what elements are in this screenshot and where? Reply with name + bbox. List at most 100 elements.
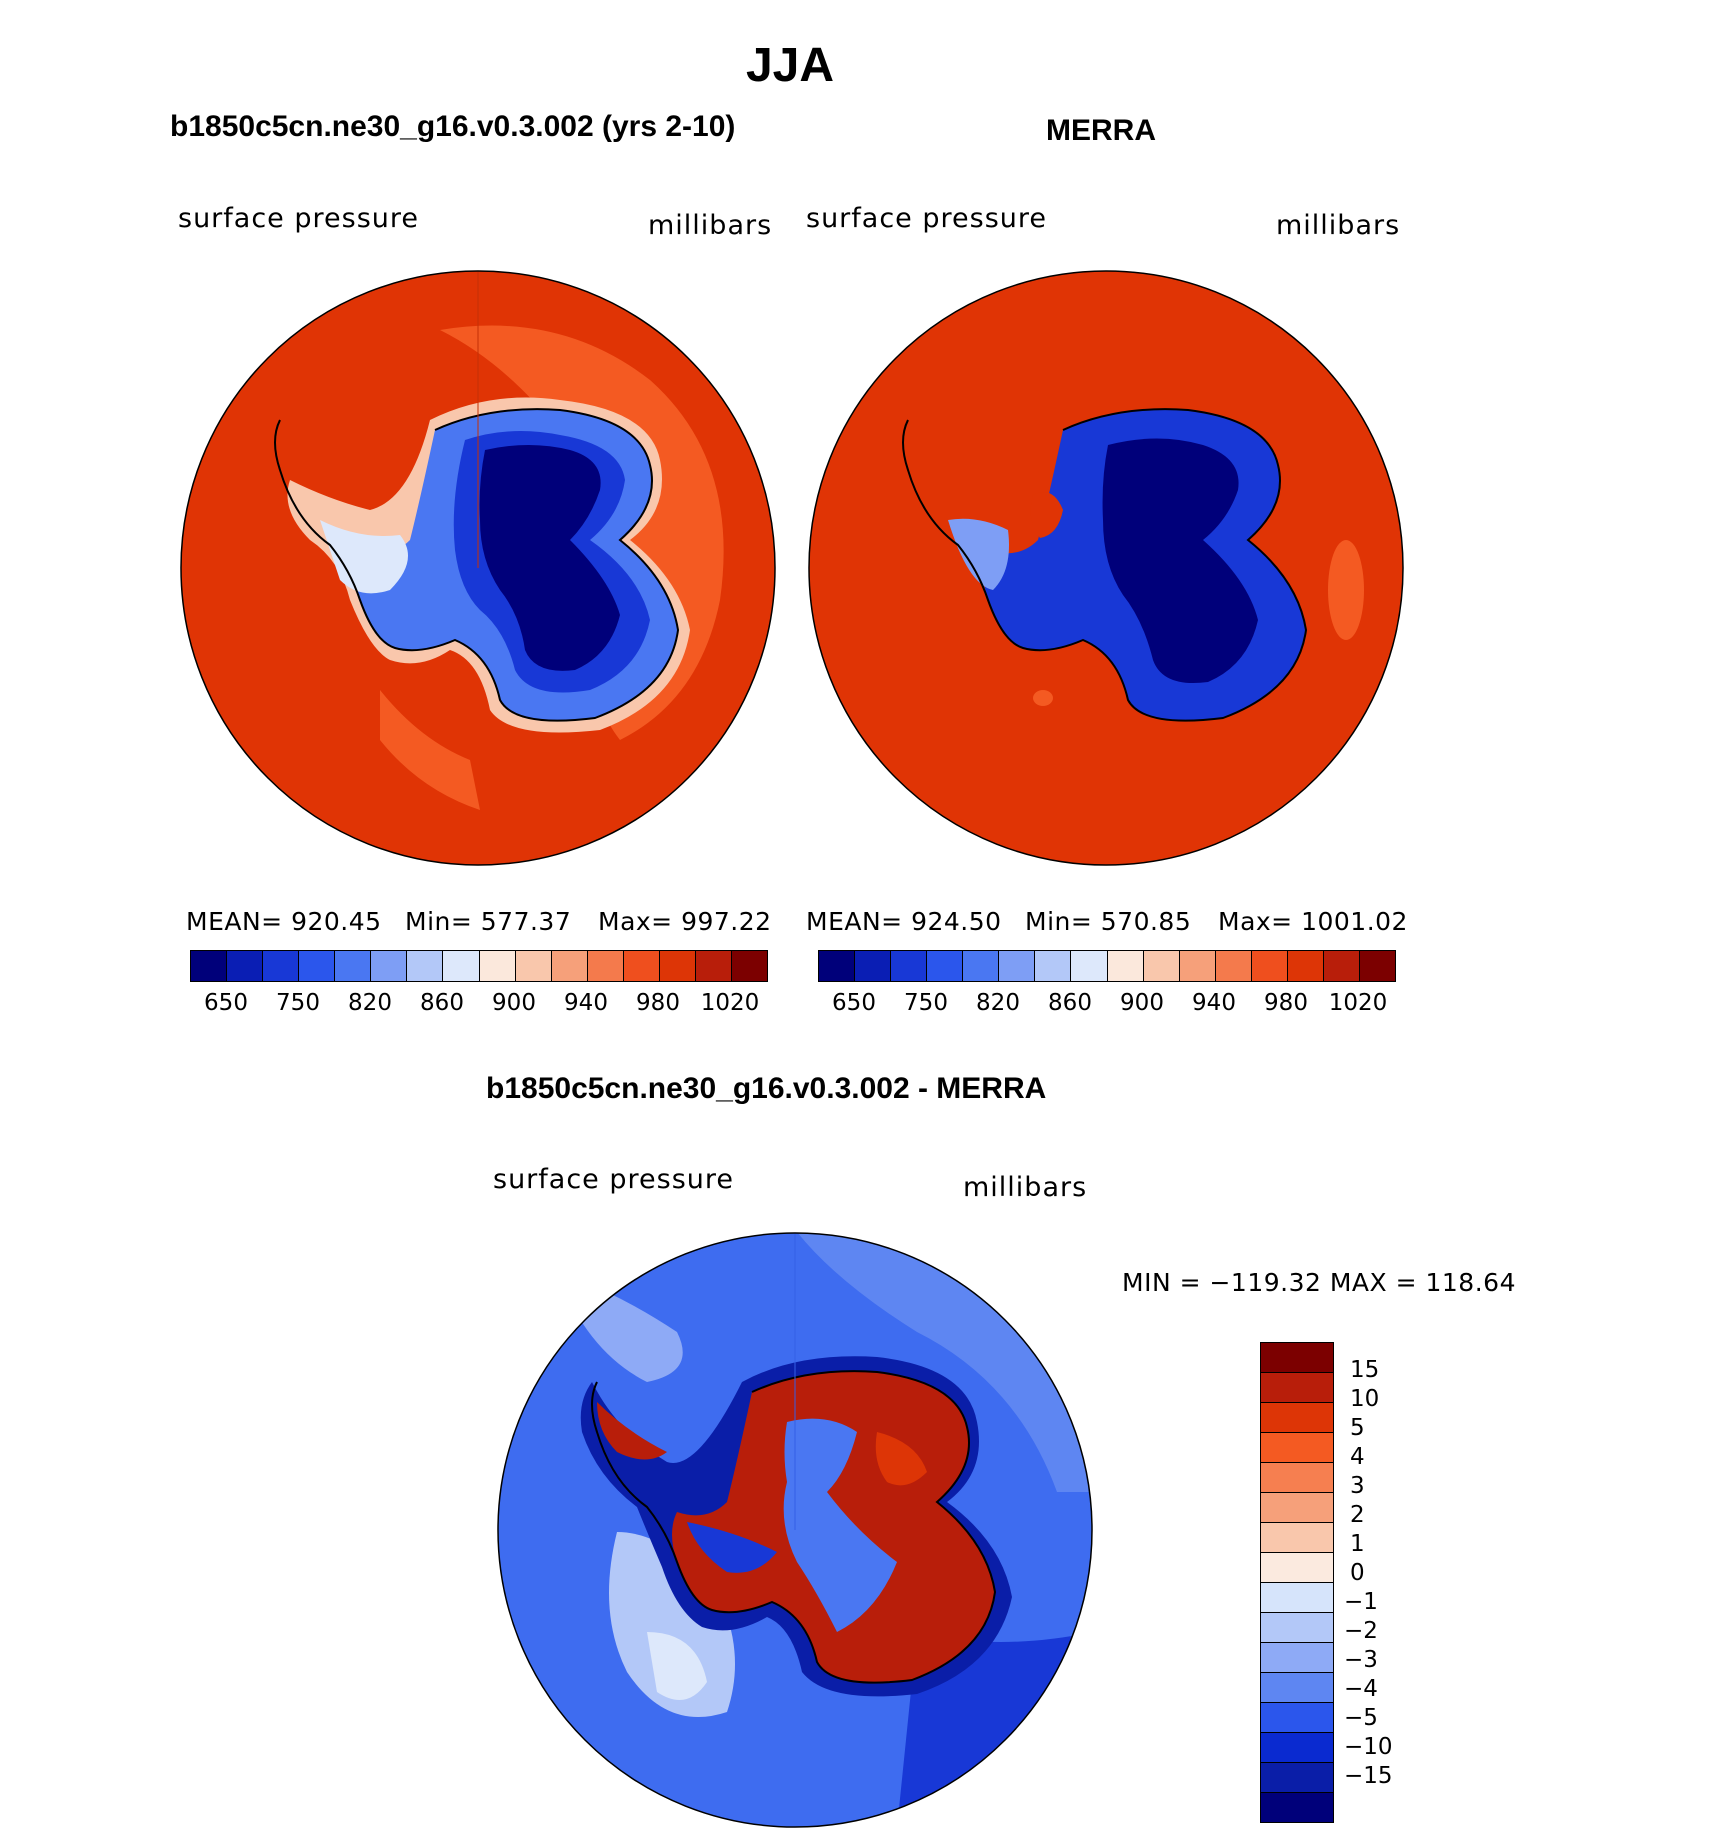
panel1-plateau xyxy=(479,445,620,671)
colorbar-swatch xyxy=(1261,1373,1333,1403)
colorbar-swatch xyxy=(479,951,516,981)
colorbar-swatch xyxy=(1261,1793,1333,1822)
colorbar-swatch xyxy=(855,951,892,981)
colorbar-swatch xyxy=(1287,951,1324,981)
colorbar-swatch xyxy=(1261,1673,1333,1703)
panel3-title: b1850c5cn.ne30_g16.v0.3.002 - MERRA xyxy=(486,1072,1047,1105)
panel2-plateau xyxy=(1102,438,1258,684)
colorbar-tick-label: 860 xyxy=(1048,990,1092,1016)
colorbar-swatch xyxy=(515,951,552,981)
colorbar-swatch xyxy=(623,951,660,981)
colorbar-swatch xyxy=(1261,1343,1333,1373)
colorbar-swatch xyxy=(407,951,444,981)
colorbar-tick-label: 980 xyxy=(1264,990,1308,1016)
panel1-max: Max= 997.22 xyxy=(598,907,772,936)
panel3-variable: surface pressure xyxy=(493,1164,734,1195)
panel2-min: Min= 570.85 xyxy=(1025,907,1192,936)
panel2-variable: surface pressure xyxy=(806,203,1047,234)
panel1-coastline xyxy=(274,408,680,722)
colorbar-tick-label: 860 xyxy=(420,990,464,1016)
panel2-title: MERRA xyxy=(1046,114,1156,147)
colorbar-tick-label: 650 xyxy=(204,990,248,1016)
panel2-coastline xyxy=(902,408,1308,722)
colorbar-swatch xyxy=(1261,1643,1333,1673)
colorbar-swatch xyxy=(1261,1703,1333,1733)
colorbar-swatch xyxy=(1143,951,1180,981)
colorbar-tick-label: 900 xyxy=(492,990,536,1016)
colorbar-tick-label: 900 xyxy=(1120,990,1164,1016)
colorbar-swatch xyxy=(1261,1523,1333,1553)
colorbar-swatch xyxy=(335,951,372,981)
panel3-polar-map xyxy=(497,1232,1093,1828)
panel3-colorbar-labels: 15 10 5 4 3 2 1 0 −1 −2 −3 −4 −5 −10 −15 xyxy=(1344,1342,1470,1822)
colorbar-swatch xyxy=(731,951,767,981)
panel2-mean: MEAN= 924.50 xyxy=(806,907,1002,936)
colorbar-tick-label: 750 xyxy=(904,990,948,1016)
figure-title: JJA xyxy=(745,39,835,92)
colorbar-swatch xyxy=(963,951,1000,981)
colorbar-swatch xyxy=(927,951,964,981)
colorbar-swatch xyxy=(551,951,588,981)
colorbar-tick-label: 1020 xyxy=(1328,990,1388,1016)
colorbar-swatch xyxy=(227,951,264,981)
colorbar-tick-label: 0 xyxy=(1350,1560,1365,1586)
colorbar-tick-label: 1 xyxy=(1350,1531,1365,1557)
colorbar-tick-label: 940 xyxy=(1192,990,1236,1016)
colorbar-swatch xyxy=(1323,951,1360,981)
colorbar-swatch xyxy=(1261,1553,1333,1583)
panel1-units: millibars xyxy=(648,210,773,241)
colorbar-swatch xyxy=(191,951,228,981)
panel2-map-border xyxy=(808,270,1404,866)
colorbar-swatch xyxy=(695,951,732,981)
colorbar-tick-label: −15 xyxy=(1344,1763,1393,1789)
colorbar-tick-label: 820 xyxy=(348,990,392,1016)
colorbar-swatch xyxy=(891,951,928,981)
colorbar-swatch xyxy=(1179,951,1216,981)
colorbar-swatch xyxy=(1261,1613,1333,1643)
colorbar-swatch xyxy=(999,951,1036,981)
panel1-map-border xyxy=(180,270,776,866)
panel3-colorbar xyxy=(1260,1342,1334,1823)
colorbar-tick-label: 820 xyxy=(976,990,1020,1016)
colorbar-tick-label: 980 xyxy=(636,990,680,1016)
colorbar-swatch xyxy=(1071,951,1108,981)
colorbar-tick-label: 4 xyxy=(1350,1444,1365,1470)
colorbar-tick-label: 5 xyxy=(1350,1415,1365,1441)
panel2-colorbar xyxy=(818,950,1396,982)
colorbar-swatch xyxy=(1261,1403,1333,1433)
colorbar-swatch xyxy=(443,951,480,981)
colorbar-swatch xyxy=(1107,951,1144,981)
colorbar-tick-label: 940 xyxy=(564,990,608,1016)
colorbar-swatch xyxy=(1359,951,1395,981)
panel1-variable: surface pressure xyxy=(178,203,419,234)
panel3-min-max: MIN = −119.32 MAX = 118.64 xyxy=(1122,1268,1516,1297)
colorbar-swatch xyxy=(659,951,696,981)
colorbar-tick-label: −1 xyxy=(1344,1589,1378,1615)
colorbar-swatch xyxy=(1261,1583,1333,1613)
colorbar-tick-label: 3 xyxy=(1350,1473,1365,1499)
colorbar-swatch xyxy=(1261,1763,1333,1793)
colorbar-swatch xyxy=(1035,951,1072,981)
colorbar-swatch xyxy=(819,951,856,981)
colorbar-swatch xyxy=(587,951,624,981)
colorbar-swatch xyxy=(1261,1733,1333,1763)
colorbar-tick-label: 2 xyxy=(1350,1502,1365,1528)
panel3-coastline xyxy=(591,1370,997,1684)
colorbar-tick-label: −2 xyxy=(1344,1618,1378,1644)
panel1-polar-map xyxy=(180,270,776,866)
colorbar-swatch xyxy=(299,951,336,981)
panel2-units: millibars xyxy=(1276,210,1401,241)
panel2-max: Max= 1001.02 xyxy=(1218,907,1408,936)
colorbar-tick-label: 650 xyxy=(832,990,876,1016)
panel2-polar-map xyxy=(808,270,1404,866)
colorbar-tick-label: −3 xyxy=(1344,1647,1378,1673)
colorbar-swatch xyxy=(371,951,408,981)
panel3-units: millibars xyxy=(963,1172,1088,1203)
colorbar-tick-label: −4 xyxy=(1344,1676,1378,1702)
panel3-map-border xyxy=(497,1232,1093,1828)
colorbar-swatch xyxy=(263,951,300,981)
colorbar-tick-label: 10 xyxy=(1350,1386,1380,1412)
colorbar-tick-label: 750 xyxy=(276,990,320,1016)
panel1-colorbar xyxy=(190,950,768,982)
colorbar-swatch xyxy=(1251,951,1288,981)
